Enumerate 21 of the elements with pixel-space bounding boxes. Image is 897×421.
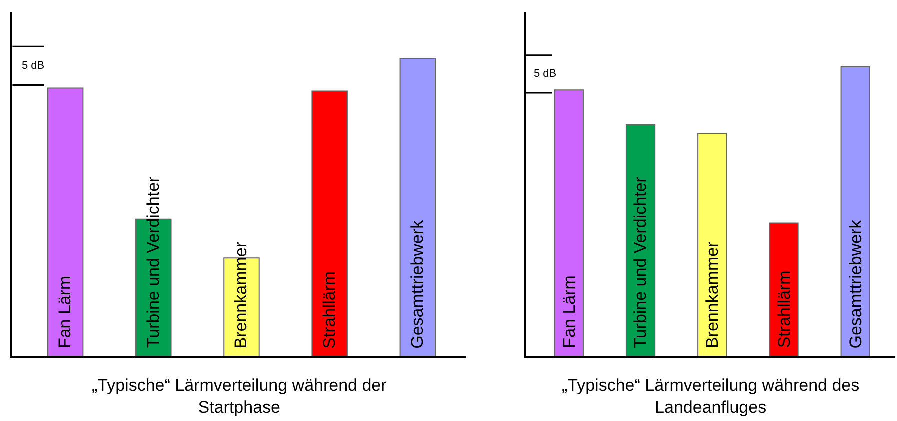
bar — [400, 58, 436, 356]
x-tick-label: Gesamttriebwerk — [408, 220, 427, 349]
x-tick-label: Brennkammer — [703, 241, 722, 349]
x-tick-label: Gesamttriebwerk — [846, 220, 866, 349]
bar — [554, 90, 584, 356]
bar — [47, 88, 84, 356]
x-tick-label: Strahllärm — [320, 271, 339, 349]
text: „Typische“ Lärmverteilung während des Landeanfluges — [562, 376, 860, 418]
x-tick-label: Strahllärm — [774, 270, 794, 348]
x-tick-label: Fan Lärm — [560, 276, 580, 348]
bar — [840, 66, 870, 356]
annotation: 5 dB — [534, 68, 557, 80]
annotation: 5 dB — [22, 60, 45, 72]
x-tick-label: Turbine und Verdichter — [144, 176, 164, 348]
bar — [312, 90, 348, 356]
x-tick-label: Brennkammer — [232, 242, 251, 349]
x-tick-label: Fan Lärm — [56, 276, 75, 349]
bar — [698, 133, 728, 356]
bar — [769, 222, 799, 356]
text: „Typische“ Lärmverteilung während der Startphase — [92, 376, 388, 418]
x-tick-label: Turbine und Verdichter — [631, 176, 650, 348]
